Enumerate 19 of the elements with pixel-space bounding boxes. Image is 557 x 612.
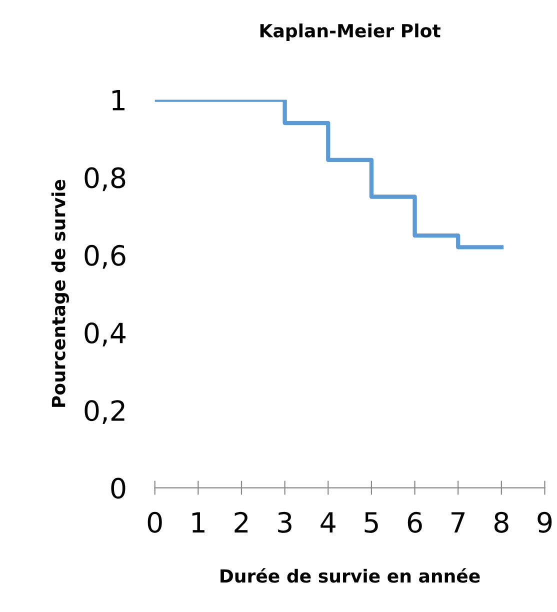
x-tick-label: 4 [320, 512, 336, 532]
y-tick-label: 0,6 [84, 244, 126, 269]
x-tick-label: 5 [364, 512, 378, 533]
y-axis-title: Pourcentage de survie [51, 180, 70, 407]
x-tick-label: 0 [148, 512, 162, 533]
x-tick-label: 2 [234, 512, 248, 532]
y-tick-label: 1 [112, 90, 125, 110]
x-tick-label: 3 [278, 512, 292, 533]
y-tick-label: 0,4 [84, 322, 126, 346]
y-tick-label: 0,8 [84, 167, 126, 192]
x-tick-label: 7 [452, 512, 465, 532]
x-tick-label: 1 [192, 512, 204, 532]
y-tick-label: 0,2 [84, 400, 124, 424]
y-tick-label: 0 [111, 478, 126, 499]
x-tick-label: 8 [494, 512, 508, 533]
chart-title: Kaplan-Meier Plot [260, 24, 440, 42]
x-axis-title: Durée de survie en année [220, 568, 480, 583]
x-tick-label: 6 [408, 512, 422, 533]
x-tick-label: 9 [538, 512, 552, 533]
